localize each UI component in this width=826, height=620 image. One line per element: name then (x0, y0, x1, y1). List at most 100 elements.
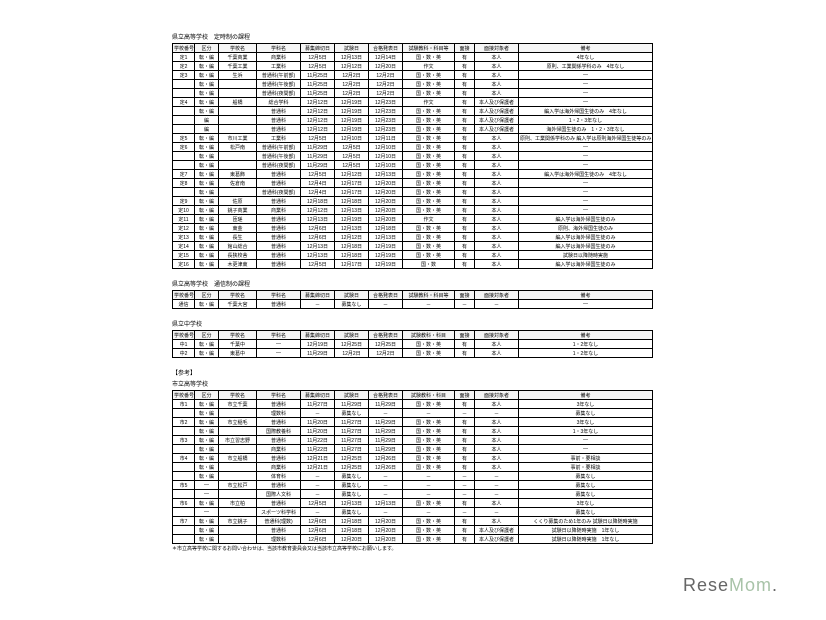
table-cell: 転・編 (195, 206, 219, 215)
col-header: 備考 (519, 331, 653, 340)
table-cell: 本人 (475, 170, 519, 179)
table-cell: 有 (455, 535, 475, 544)
table-cell: 本人 (475, 197, 519, 206)
table-cell: 有 (455, 152, 475, 161)
table-cell: 12月18日 (301, 197, 335, 206)
table-cell: 12月19日 (335, 125, 369, 134)
table-cell: ― (519, 98, 653, 107)
table-cell: 国・数・英 (403, 89, 455, 98)
table-cell: 作文 (403, 98, 455, 107)
table-cell: 千葉工業 (219, 62, 257, 71)
table-cell: 国・数・英 (403, 463, 455, 472)
table-cell: 有 (455, 463, 475, 472)
table-cell: 転・編 (195, 161, 219, 170)
table-cell: 普通科 (257, 215, 301, 224)
table-row: 転・編普通科12月6日12月18日12月20日国・数・英有本人及び保護者試験日以… (173, 526, 653, 535)
table-cell: 12月5日 (301, 62, 335, 71)
table-cell: 12月20日 (369, 179, 403, 188)
table-cell: 12月18日 (369, 224, 403, 233)
table-cell: 有 (455, 445, 475, 454)
table-cell: 転・編 (195, 463, 219, 472)
table-cell (219, 463, 257, 472)
table-cell: ― (257, 349, 301, 358)
table-cell: 12月10日 (335, 134, 369, 143)
table-cell: 国・数・英 (403, 80, 455, 89)
table-cell: 定2 (173, 62, 195, 71)
table-cell: － (301, 481, 335, 490)
section-0: 県立高等学校 定時制の課程学校番号区分学校名学科名募集締切日試験日合格発表日試験… (172, 32, 652, 269)
table-cell: 中1 (173, 340, 195, 349)
table-cell: 定14 (173, 242, 195, 251)
table-cell: － (475, 490, 519, 499)
table-cell: 12月12日 (301, 107, 335, 116)
table-cell: － (455, 481, 475, 490)
table-cell: 募集なし (519, 409, 653, 418)
table-cell: 工業科 (257, 62, 301, 71)
table-cell: 12月10日 (369, 161, 403, 170)
table-row: 市5―市立松戸普通科－募集なし－－－－募集なし (173, 481, 653, 490)
table-cell: 12月10日 (369, 143, 403, 152)
table-cell: 12月2日 (369, 71, 403, 80)
table-cell: 有 (455, 242, 475, 251)
table-cell: 国・数・英 (403, 436, 455, 445)
table-cell: ― (519, 445, 653, 454)
col-header: 面接 (455, 391, 475, 400)
table-cell: 転・編 (195, 242, 219, 251)
table-cell: 11月29日 (369, 427, 403, 436)
table-row: 転・編普通科12月12日12月19日12月23日国・数・英有本人及び保護者編入学… (173, 107, 653, 116)
table-cell: 工業科 (257, 134, 301, 143)
table-row: 定13転・編長生普通科12月6日12月12日12月13日国・数・英有本人編入学は… (173, 233, 653, 242)
table-cell: 原則、海外帰国生徒のみ (519, 224, 653, 233)
table-row: 定3転・編生浜普通科(午前部)11月25日12月2日12月2日国・数・英有本人― (173, 71, 653, 80)
table-cell (219, 80, 257, 89)
table-cell: 東葛中 (219, 349, 257, 358)
table-cell: 転・編 (195, 89, 219, 98)
table-cell: 国・数・英 (403, 53, 455, 62)
table-cell: 本人及び保護者 (475, 125, 519, 134)
table-cell: － (369, 300, 403, 309)
table-cell: 有 (455, 400, 475, 409)
table-cell: 商業科 (257, 206, 301, 215)
table-cell: 12月17日 (335, 188, 369, 197)
table-row: 市4転・編市立船橋普通科12月21日12月25日12月26日国・数・英有本人事前… (173, 454, 653, 463)
table-cell: 11月27日 (335, 436, 369, 445)
table-cell: 12月2日 (335, 349, 369, 358)
table-cell: 国・数・英 (403, 152, 455, 161)
table-cell: 3年なし (519, 400, 653, 409)
table-cell: 12月26日 (369, 463, 403, 472)
table-cell: 12月6日 (301, 233, 335, 242)
col-header: 募集締切日 (301, 391, 335, 400)
table-cell: － (455, 472, 475, 481)
table-cell (219, 526, 257, 535)
table-cell: 本人 (475, 517, 519, 526)
table-cell: 普通科(午前部) (257, 143, 301, 152)
table-cell: 12月23日 (369, 98, 403, 107)
table-cell: 転・編 (195, 152, 219, 161)
table-cell: － (403, 472, 455, 481)
data-table: 学校番号区分学校名学科名募集締切日試験日合格発表日試験教科・科目面接面接対象者備… (172, 390, 653, 544)
table-cell: 11月22日 (301, 436, 335, 445)
table-cell: 転・編 (195, 472, 219, 481)
table-cell: － (403, 481, 455, 490)
table-cell: 体育科 (257, 472, 301, 481)
table-cell: 銚子商業 (219, 206, 257, 215)
table-row: ―スポーツ科学科－募集なし－－－－募集なし (173, 508, 653, 517)
table-cell: 本人 (475, 215, 519, 224)
table-cell: 千葉商業 (219, 53, 257, 62)
table-cell: 転・編 (195, 53, 219, 62)
table-cell: 12月20日 (369, 62, 403, 71)
table-cell: 12月13日 (335, 53, 369, 62)
table-cell (219, 89, 257, 98)
table-cell: 市4 (173, 454, 195, 463)
col-header: 面接 (455, 331, 475, 340)
table-cell: くくり募集のため1年のみ 試験日以降随時実施 (519, 517, 653, 526)
table-cell: 12月13日 (369, 499, 403, 508)
footnote: ＊市立高等学校に関するお問い合わせは、当該市教育委員会又は当該市立高等学校にお願… (172, 545, 652, 552)
table-cell: ― (195, 490, 219, 499)
table-cell: 国・数・英 (403, 107, 455, 116)
table-cell: 普通科 (257, 170, 301, 179)
table-cell (219, 409, 257, 418)
col-header: 面接対象者 (475, 391, 519, 400)
table-cell: 転・編 (195, 260, 219, 269)
table-cell: 転・編 (195, 349, 219, 358)
